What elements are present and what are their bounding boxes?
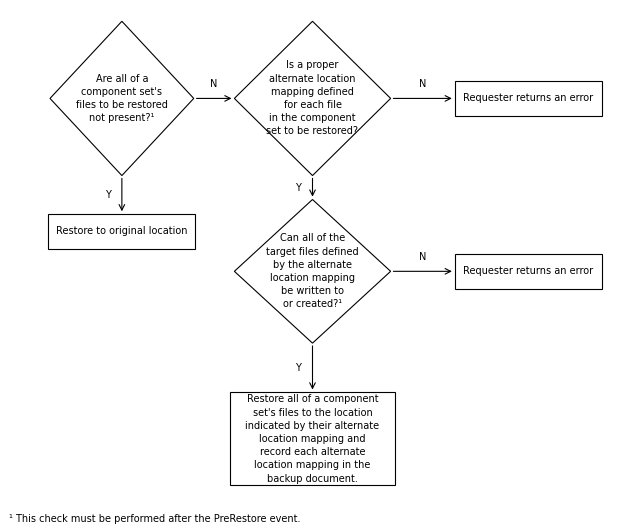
Text: N: N — [419, 79, 426, 89]
Bar — [455, 81, 601, 116]
Bar — [455, 254, 601, 288]
Text: Requester returns an error: Requester returns an error — [463, 267, 593, 276]
Text: Are all of a
component set's
files to be restored
not present?¹: Are all of a component set's files to be… — [76, 73, 168, 123]
Text: Restore to original location: Restore to original location — [56, 227, 188, 236]
Text: N: N — [211, 79, 217, 89]
Text: Y: Y — [296, 363, 301, 373]
Bar — [230, 393, 396, 485]
Polygon shape — [234, 200, 391, 343]
Text: Requester returns an error: Requester returns an error — [463, 94, 593, 103]
Text: Y: Y — [105, 190, 111, 200]
Text: Y: Y — [296, 182, 301, 193]
Polygon shape — [50, 21, 194, 176]
Text: Can all of the
target files defined
by the alternate
location mapping
be written: Can all of the target files defined by t… — [266, 234, 359, 309]
Text: Is a proper
alternate location
mapping defined
for each file
in the component
se: Is a proper alternate location mapping d… — [266, 61, 359, 136]
Polygon shape — [234, 21, 391, 176]
Text: ¹ This check must be performed after the PreRestore event.: ¹ This check must be performed after the… — [9, 514, 301, 523]
Text: N: N — [419, 252, 426, 262]
Text: Restore all of a component
set's files to the location
indicated by their altern: Restore all of a component set's files t… — [246, 394, 379, 484]
Bar — [49, 214, 195, 249]
